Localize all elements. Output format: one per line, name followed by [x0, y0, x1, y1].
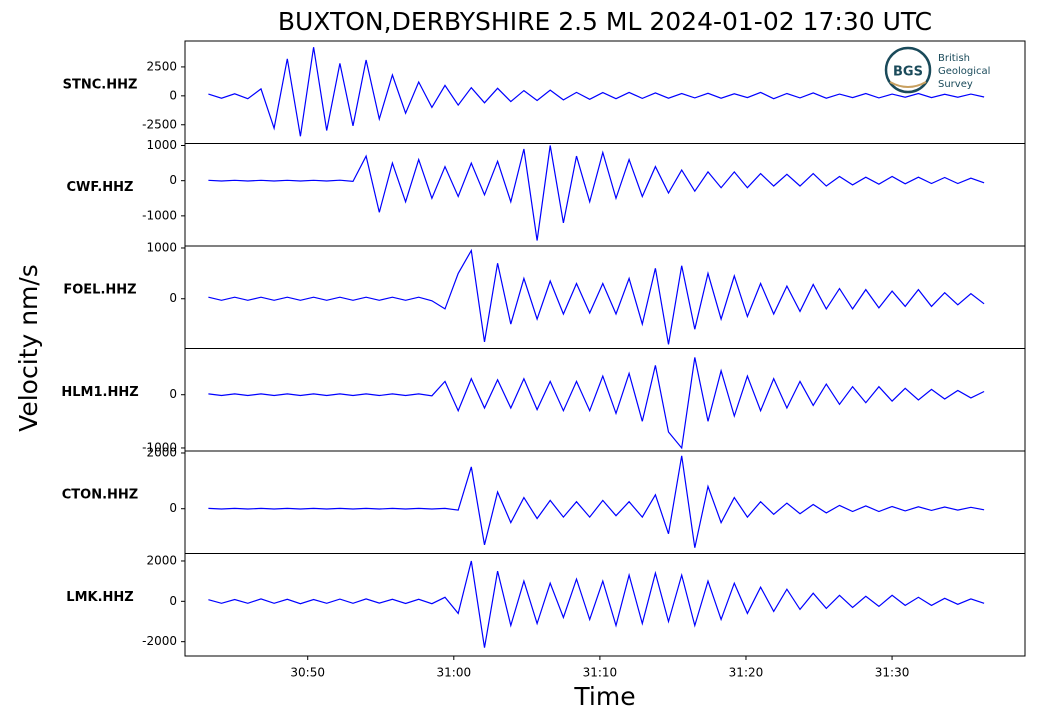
waveform — [208, 357, 985, 450]
y-tick-label: 0 — [169, 594, 177, 608]
station-label: LMK.HHZ — [66, 590, 133, 605]
x-tick-label: 31:00 — [437, 666, 472, 680]
panel-frame — [184, 348, 1026, 452]
y-tick-label: 0 — [169, 173, 177, 187]
logo-text: British — [938, 53, 970, 64]
logo-ring — [884, 46, 932, 94]
waveform — [208, 248, 985, 345]
chart-title: BUXTON,DERBYSHIRE 2.5 ML 2024-01-02 17:3… — [278, 7, 932, 36]
x-tick-label: 30:50 — [290, 666, 325, 680]
logo-abbr: BGS — [893, 65, 923, 80]
y-tick-label: 0 — [169, 501, 177, 515]
station-label: FOEL.HHZ — [63, 283, 136, 298]
logo-text: Survey — [938, 79, 973, 90]
waveform — [208, 560, 985, 648]
x-axis-label: Time — [573, 682, 635, 711]
y-tick-label: -2000 — [142, 634, 177, 648]
logo-text: Geological — [938, 66, 990, 77]
station-label: STNC.HHZ — [63, 78, 138, 93]
y-tick-label: 0 — [169, 387, 177, 401]
panel-frame — [184, 553, 1026, 657]
x-tick-label: 31:10 — [583, 666, 618, 680]
waveform — [208, 145, 985, 241]
y-tick-label: -2500 — [142, 117, 177, 131]
station-label: HLM1.HHZ — [61, 385, 138, 400]
y-tick-label: 0 — [169, 291, 177, 305]
y-tick-label: 2000 — [146, 445, 177, 459]
y-tick-label: 1000 — [146, 240, 177, 254]
waveform — [208, 455, 985, 548]
station-label: CTON.HHZ — [62, 488, 138, 503]
y-tick-label: 1000 — [146, 138, 177, 152]
waveform — [208, 47, 985, 137]
y-tick-label: 0 — [169, 88, 177, 102]
x-tick-label: 31:20 — [729, 666, 764, 680]
logo-wave — [889, 81, 927, 88]
y-tick-label: 2000 — [146, 553, 177, 567]
y-tick-label: -1000 — [142, 208, 177, 222]
x-tick-label: 31:30 — [875, 666, 910, 680]
y-tick-label: -1000 — [142, 440, 177, 454]
y-tick-label: 2500 — [146, 59, 177, 73]
y-axis-label: Velocity nm/s — [14, 264, 43, 432]
logo: BGS British Geological Survey — [884, 46, 990, 94]
station-label: CWF.HHZ — [67, 180, 134, 195]
